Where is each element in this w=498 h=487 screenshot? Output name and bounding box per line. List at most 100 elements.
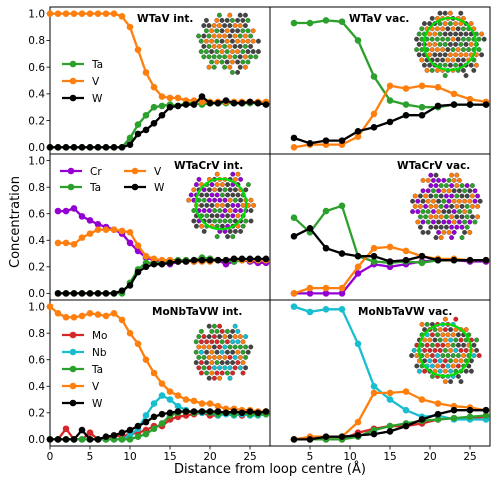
atom xyxy=(430,177,436,183)
atom xyxy=(434,67,440,73)
atom xyxy=(479,52,485,58)
atom xyxy=(450,332,456,338)
atom xyxy=(211,33,217,39)
atom xyxy=(458,347,464,353)
atom xyxy=(201,344,207,350)
atom xyxy=(412,193,418,199)
atom xyxy=(227,12,233,18)
data-point xyxy=(434,416,442,423)
data-point xyxy=(62,436,70,443)
data-point xyxy=(78,213,86,220)
atom xyxy=(454,214,460,220)
atom xyxy=(437,347,443,353)
atom xyxy=(445,47,451,53)
data-point xyxy=(174,258,182,265)
atom xyxy=(209,49,215,55)
data-point xyxy=(290,134,298,142)
atom xyxy=(469,214,475,220)
atom xyxy=(214,370,220,376)
atom xyxy=(463,368,469,374)
atom xyxy=(219,38,225,44)
atom xyxy=(203,28,209,34)
atom xyxy=(448,347,454,353)
atom xyxy=(235,202,241,208)
atom xyxy=(453,358,459,364)
legend-marker xyxy=(131,167,139,175)
data-point xyxy=(158,102,166,110)
data-point xyxy=(386,118,394,126)
atom xyxy=(209,213,215,219)
atom xyxy=(245,49,251,55)
y-tick-label: 1.0 xyxy=(28,155,45,167)
data-point xyxy=(434,410,442,418)
x-tick-label: 10 xyxy=(343,451,356,463)
atom xyxy=(425,229,431,235)
atom-snapshot-image xyxy=(186,171,257,240)
atom xyxy=(420,198,426,204)
legend-marker xyxy=(67,167,75,175)
atom xyxy=(458,379,464,385)
data-point xyxy=(354,263,362,271)
atom xyxy=(450,342,456,348)
atom xyxy=(201,334,207,340)
data-point xyxy=(262,408,270,415)
atom xyxy=(212,208,218,214)
atom xyxy=(209,182,215,188)
x-tick-label: 25 xyxy=(463,451,476,463)
atom xyxy=(422,337,428,343)
atom xyxy=(459,214,465,220)
atom xyxy=(232,197,238,203)
atom xyxy=(250,28,256,34)
data-point xyxy=(370,382,378,390)
atom xyxy=(450,36,456,42)
atom xyxy=(222,33,228,39)
atom xyxy=(440,332,446,338)
series-line xyxy=(293,84,487,149)
data-point xyxy=(466,95,474,103)
atom xyxy=(232,365,238,371)
y-tick-label: 0.2 xyxy=(28,262,45,274)
atom xyxy=(442,327,448,333)
atom xyxy=(467,219,473,225)
atom xyxy=(204,192,210,198)
atom xyxy=(433,193,439,199)
data-point xyxy=(222,409,230,417)
atom xyxy=(427,31,433,37)
atom xyxy=(232,208,238,214)
atom xyxy=(217,344,223,350)
data-point xyxy=(70,10,78,17)
data-point xyxy=(322,433,330,441)
atom xyxy=(227,365,233,371)
atom xyxy=(472,219,478,225)
atom xyxy=(414,363,420,369)
x-tick-label: 0 xyxy=(47,451,54,463)
data-point xyxy=(450,406,458,414)
atom xyxy=(204,360,210,366)
atom xyxy=(232,218,238,224)
atom xyxy=(235,213,241,219)
y-tick-label: 0.4 xyxy=(28,381,45,393)
data-point xyxy=(322,207,330,215)
loop-ring xyxy=(422,16,478,72)
atom xyxy=(447,21,453,27)
atom xyxy=(199,223,205,229)
atom xyxy=(224,49,230,55)
atom xyxy=(453,52,459,58)
atom xyxy=(198,349,204,355)
atom xyxy=(479,31,485,37)
atom xyxy=(458,31,464,37)
atom xyxy=(437,327,443,333)
legend-item-mo: Mo xyxy=(62,330,107,342)
atom xyxy=(440,353,446,359)
data-point xyxy=(402,85,410,92)
atom xyxy=(237,43,243,49)
atom xyxy=(219,370,225,376)
data-point xyxy=(158,111,166,119)
atom xyxy=(224,360,230,366)
legend-marker xyxy=(69,94,77,102)
atom xyxy=(235,59,241,65)
atom xyxy=(464,214,470,220)
atom xyxy=(432,337,438,343)
data-point xyxy=(94,221,102,228)
atom xyxy=(199,202,205,208)
